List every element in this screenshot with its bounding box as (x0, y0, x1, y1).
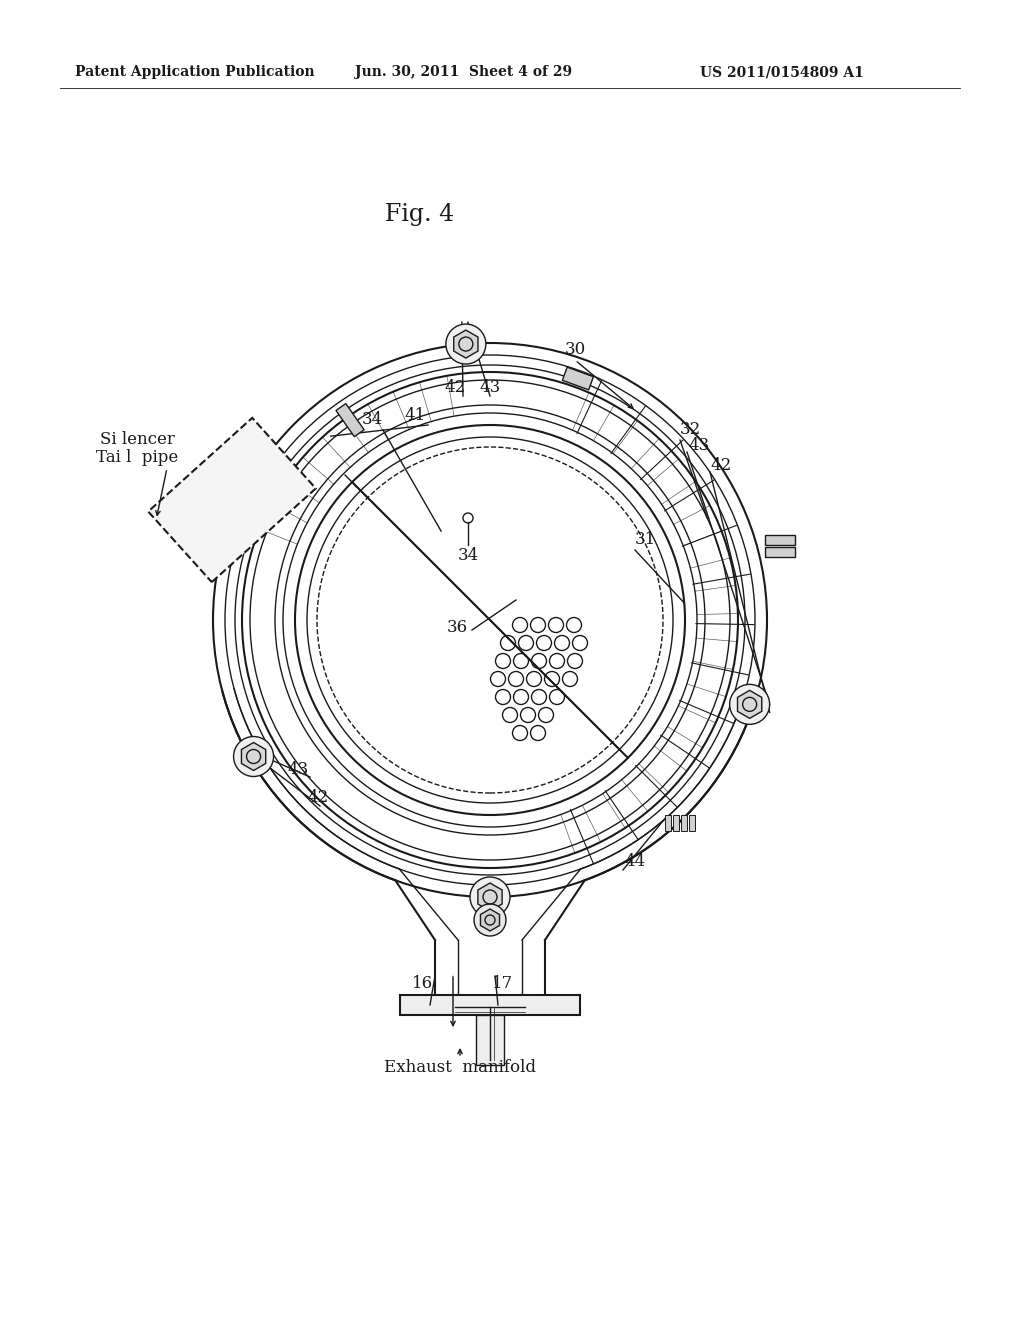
Circle shape (233, 737, 273, 776)
Bar (666, 814, 672, 832)
Polygon shape (336, 404, 365, 437)
Circle shape (470, 876, 510, 917)
Text: 43: 43 (288, 762, 308, 779)
Text: Fig. 4: Fig. 4 (385, 203, 455, 227)
Bar (674, 814, 679, 832)
Text: 42: 42 (444, 380, 466, 396)
Polygon shape (148, 418, 315, 582)
Circle shape (445, 323, 485, 364)
Polygon shape (478, 883, 502, 911)
Bar (765, 546, 795, 557)
Text: 32: 32 (679, 421, 700, 438)
Text: Patent Application Publication: Patent Application Publication (75, 65, 314, 79)
Text: 42: 42 (710, 457, 731, 474)
Text: 31: 31 (635, 532, 655, 549)
Polygon shape (562, 367, 594, 389)
Text: Tai l  pipe: Tai l pipe (96, 450, 178, 466)
Text: 34: 34 (458, 546, 478, 564)
Bar (681, 814, 687, 832)
Text: Si lencer: Si lencer (99, 432, 174, 449)
Circle shape (474, 904, 506, 936)
Text: 17: 17 (493, 975, 514, 993)
Text: 36: 36 (446, 619, 468, 636)
Text: 42: 42 (307, 789, 329, 807)
Text: 41: 41 (404, 407, 426, 424)
Polygon shape (737, 690, 762, 718)
Text: 34: 34 (361, 412, 383, 429)
Bar (476, 1015, 504, 1065)
Text: 43: 43 (479, 380, 501, 396)
Text: Jun. 30, 2011  Sheet 4 of 29: Jun. 30, 2011 Sheet 4 of 29 (355, 65, 572, 79)
Bar (689, 814, 695, 832)
Polygon shape (480, 909, 500, 931)
Bar (765, 535, 795, 545)
Text: 44: 44 (625, 854, 645, 870)
Text: 16: 16 (413, 975, 433, 993)
Polygon shape (242, 742, 265, 771)
Text: Exhaust  manifold: Exhaust manifold (384, 1060, 536, 1077)
Bar (400, 995, 580, 1015)
Circle shape (730, 684, 770, 725)
Polygon shape (454, 330, 478, 358)
Text: 43: 43 (688, 437, 710, 454)
Text: US 2011/0154809 A1: US 2011/0154809 A1 (700, 65, 864, 79)
Text: 30: 30 (564, 342, 586, 359)
